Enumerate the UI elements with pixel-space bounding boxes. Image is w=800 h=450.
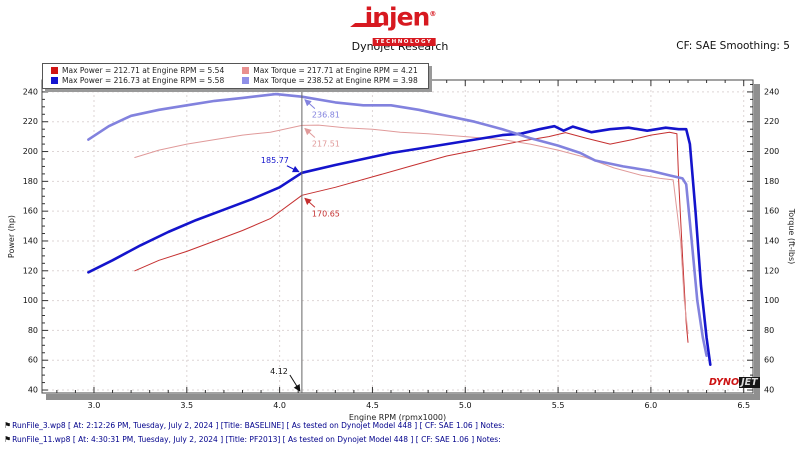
logo-slash-decoration [350, 23, 386, 28]
y-tick-label-right: 120 [764, 266, 779, 275]
cursor-readout: 185.77 [261, 156, 289, 165]
legend-item-pf2013-power: Max Power = 216.73 at Engine RPM = 5.58 [51, 76, 224, 85]
dynojet-logo-jet: JET [739, 377, 760, 388]
y-tick-label-right: 60 [764, 356, 774, 365]
curve-baseline-torque [134, 124, 689, 334]
smoothing-setting: CF: SAE Smoothing: 5 [676, 40, 790, 52]
y-tick-label-right: 160 [764, 207, 779, 216]
y-tick-label-right: 220 [764, 117, 779, 126]
run-file-info: RunFile_3.wp8 [ At: 2:12:26 PM, Tuesday,… [12, 421, 505, 430]
legend-label-pf2013-power: Max Power = 216.73 at Engine RPM = 5.58 [62, 76, 225, 85]
legend-item-baseline-torque: Max Torque = 217.71 at Engine RPM = 4.21 [242, 66, 418, 75]
readout-arrow [304, 127, 316, 138]
y-tick-label-left: 140 [23, 236, 38, 245]
curve-pf2013-power [87, 124, 712, 367]
injen-logo-wordmark: injen® [350, 3, 436, 29]
plot-shadow-right [754, 84, 760, 400]
cursor-rpm-arrow [289, 374, 301, 392]
y-tick-label-left: 180 [23, 177, 38, 186]
registered-mark: ® [429, 10, 436, 18]
x-tick-label: 3.5 [180, 401, 193, 410]
readout-arrow [304, 197, 316, 208]
legend-label-baseline-torque: Max Torque = 217.71 at Engine RPM = 4.21 [253, 66, 418, 75]
y-tick-label-right: 180 [764, 177, 779, 186]
cursor-readout: 217.51 [312, 139, 340, 148]
injen-logo: injen® TECHNOLOGY [350, 3, 436, 47]
y-tick-label-right: 240 [764, 87, 779, 96]
y-axis-title-right: Torque (ft-lbs) [787, 208, 796, 265]
legend-label-pf2013-torque: Max Torque = 238.52 at Engine RPM = 3.98 [253, 76, 418, 85]
dynojet-logo: DYNO JET [709, 377, 760, 388]
x-tick-label: 5.5 [552, 401, 565, 410]
y-tick-label-left: 100 [23, 296, 38, 305]
y-tick-label-left: 200 [23, 147, 38, 156]
cursor-rpm-label: 4.12 [270, 367, 288, 376]
x-tick-label: 4.0 [273, 401, 286, 410]
legend-label-baseline-power: Max Power = 212.71 at Engine RPM = 5.54 [62, 66, 225, 75]
run-flag-icon: ⚑ [4, 434, 12, 444]
logo-subtext: TECHNOLOGY [372, 38, 436, 47]
x-tick-label: 6.5 [737, 401, 750, 410]
x-tick-label: 4.5 [366, 401, 379, 410]
cursor-readout: 236.81 [312, 111, 340, 120]
y-tick-label-left: 160 [23, 207, 38, 216]
y-tick-label-right: 40 [764, 386, 774, 395]
y-tick-label-left: 220 [23, 117, 38, 126]
curve-baseline-power [134, 131, 689, 343]
y-tick-label-left: 60 [28, 356, 38, 365]
plot-frame [41, 79, 754, 394]
plot-shadow-bottom [46, 394, 760, 400]
legend-swatch-pf2013-power [51, 77, 58, 84]
y-tick-label-left: 120 [23, 266, 38, 275]
y-tick-label-right: 200 [764, 147, 779, 156]
dynojet-logo-dyno: DYNO [709, 377, 740, 388]
y-tick-label-right: 140 [764, 236, 779, 245]
run-flag-icon: ⚑ [4, 421, 12, 430]
x-tick-label: 6.0 [645, 401, 658, 410]
axis-ticks [42, 80, 753, 393]
run-file-info: RunFile_11.wp8 [ At: 4:30:31 PM, Tuesday… [12, 434, 501, 444]
legend-swatch-baseline-torque [242, 67, 250, 74]
y-axis-title-left: Power (hp) [7, 215, 16, 258]
legend: Max Power = 212.71 at Engine RPM = 5.54 … [42, 63, 429, 89]
y-tick-label-left: 80 [28, 326, 38, 335]
y-tick-label-left: 240 [23, 87, 38, 96]
cursor-readout: 170.65 [312, 209, 340, 218]
y-tick-label-left: 40 [28, 386, 38, 395]
readout-arrow [304, 99, 316, 110]
y-tick-label-right: 100 [764, 296, 779, 305]
x-tick-label: 3.0 [88, 401, 101, 410]
gridlines [42, 80, 753, 393]
run-file-list: ⚑RunFile_3.wp8 [ At: 2:12:26 PM, Tuesday… [4, 419, 505, 446]
x-tick-label: 5.0 [459, 401, 472, 410]
legend-item-pf2013-torque: Max Torque = 238.52 at Engine RPM = 3.98 [242, 76, 418, 85]
run-file-row-baseline[interactable]: ⚑RunFile_3.wp8 [ At: 2:12:26 PM, Tuesday… [4, 419, 505, 433]
legend-swatch-pf2013-torque [242, 77, 250, 84]
y-tick-label-right: 80 [764, 326, 774, 335]
legend-swatch-baseline-power [51, 67, 58, 74]
readout-arrow [286, 165, 300, 173]
x-axis-title: Engine RPM (rpmx1000) [349, 413, 446, 422]
legend-item-baseline-power: Max Power = 212.71 at Engine RPM = 5.54 [51, 66, 224, 75]
run-file-row-pf2013[interactable]: ⚑RunFile_11.wp8 [ At: 4:30:31 PM, Tuesda… [4, 433, 505, 447]
curve-pf2013-torque [87, 92, 708, 358]
